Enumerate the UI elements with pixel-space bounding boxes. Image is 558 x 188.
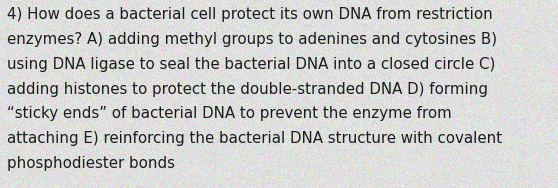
Text: “sticky ends” of bacterial DNA to prevent the enzyme from: “sticky ends” of bacterial DNA to preven… bbox=[7, 106, 451, 121]
Text: enzymes? A) adding methyl groups to adenines and cytosines B): enzymes? A) adding methyl groups to aden… bbox=[7, 32, 497, 47]
Text: 4) How does a bacterial cell protect its own DNA from restriction: 4) How does a bacterial cell protect its… bbox=[7, 7, 493, 22]
Text: using DNA ligase to seal the bacterial DNA into a closed circle C): using DNA ligase to seal the bacterial D… bbox=[7, 57, 495, 72]
Text: adding histones to protect the double-stranded DNA D) forming: adding histones to protect the double-st… bbox=[7, 82, 488, 97]
Text: phosphodiester bonds: phosphodiester bonds bbox=[7, 156, 175, 171]
Text: attaching E) reinforcing the bacterial DNA structure with covalent: attaching E) reinforcing the bacterial D… bbox=[7, 131, 502, 146]
